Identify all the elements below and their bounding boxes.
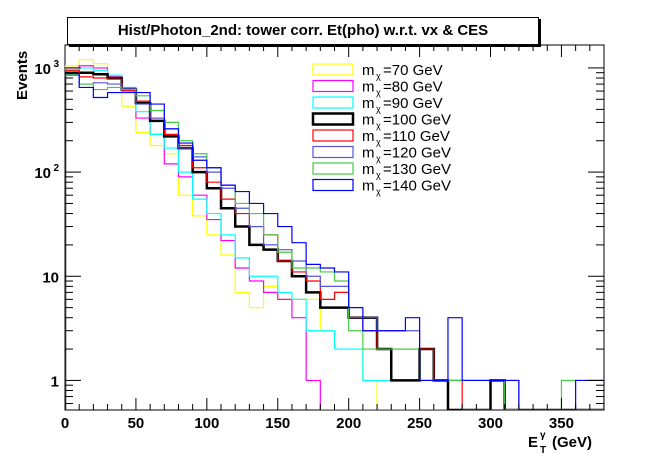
x-axis-label-sup: γ — [540, 430, 546, 441]
legend-swatch-2 — [312, 96, 354, 109]
legend-label-sub-7: χ — [376, 187, 381, 197]
legend-label-prefix-1: m — [362, 79, 375, 96]
x-axis-label-unit: (GeV) — [552, 434, 592, 451]
legend-label-5: =120 GeV — [383, 145, 451, 162]
y-tick-label-0: 1 — [51, 373, 59, 390]
legend-label-0: =70 GeV — [383, 62, 443, 79]
x-tick-label-200: 200 — [336, 415, 361, 432]
x-tick-label-50: 50 — [128, 415, 145, 432]
legend-label-prefix-4: m — [362, 128, 375, 145]
y-axis-label: Events — [14, 51, 31, 100]
legend-label-sub-6: χ — [376, 170, 381, 180]
legend-label-prefix-0: m — [362, 62, 375, 79]
x-tick-label-0: 0 — [61, 415, 69, 432]
y-tick-label-3-exp: 3 — [53, 59, 59, 70]
histogram-series-3 — [65, 71, 604, 410]
legend-label-7: =140 GeV — [383, 178, 451, 195]
histogram-series-1 — [65, 65, 604, 410]
x-tick-label-300: 300 — [478, 415, 503, 432]
x-tick-label-100: 100 — [194, 415, 219, 432]
legend-swatch-1 — [312, 79, 354, 93]
histogram-series-7 — [65, 73, 604, 410]
legend-swatch-6 — [312, 162, 354, 175]
legend-label-prefix-6: m — [362, 161, 375, 178]
chart-title: Hist/Photon_2nd: tower corr. Et(pho) w.r… — [67, 17, 539, 45]
y-tick-label-1: 10 — [42, 269, 59, 286]
legend-label-prefix-3: m — [362, 112, 375, 129]
legend-label-sub-4: χ — [376, 137, 381, 147]
legend-swatch-3 — [311, 112, 355, 126]
legend-label-3: =100 GeV — [383, 112, 451, 129]
legend-swatch-5 — [312, 145, 354, 159]
legend-label-2: =90 GeV — [383, 95, 443, 112]
y-tick-label-3-base: 10 — [34, 61, 51, 78]
legend-label-1: =80 GeV — [383, 79, 443, 96]
x-tick-label-250: 250 — [407, 415, 432, 432]
legend-label-6: =130 GeV — [383, 161, 451, 178]
legend-label-sub-5: χ — [376, 154, 381, 164]
x-tick-label-150: 150 — [265, 415, 290, 432]
legend-label-prefix-5: m — [362, 145, 375, 162]
legend-label-sub-3: χ — [376, 121, 381, 131]
x-axis-label-main: E — [528, 434, 538, 451]
legend-label-prefix-2: m — [362, 95, 375, 112]
legend-swatch-0 — [312, 63, 354, 76]
legend-label-prefix-7: m — [362, 178, 375, 195]
x-axis-label-sub: T — [540, 445, 546, 456]
legend-swatch-7 — [312, 178, 354, 192]
y-tick-label-2-base: 10 — [34, 165, 51, 182]
y-tick-label-2-exp: 2 — [53, 163, 59, 174]
legend-label-sub-1: χ — [376, 88, 381, 98]
legend-label-sub-0: χ — [376, 71, 381, 81]
legend-label-4: =110 GeV — [383, 128, 450, 145]
legend-label-sub-2: χ — [376, 104, 381, 114]
legend-swatch-4 — [312, 129, 354, 142]
x-tick-label-350: 350 — [549, 415, 574, 432]
